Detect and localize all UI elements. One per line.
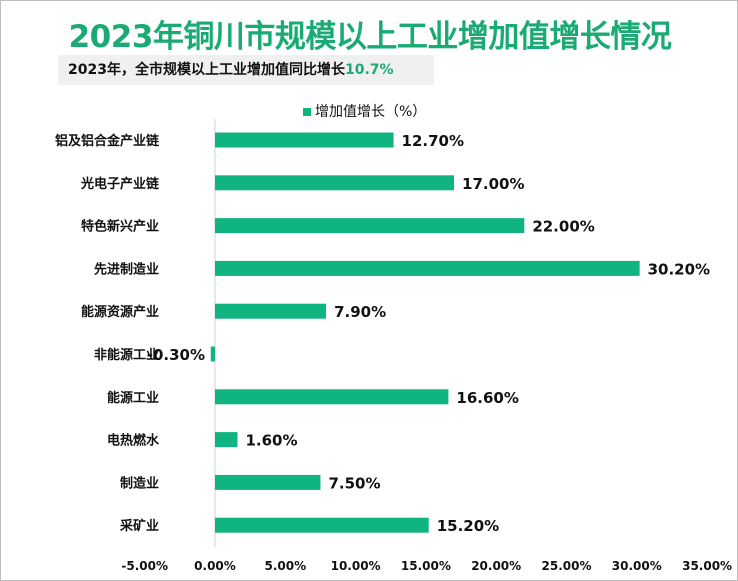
bar <box>215 389 449 405</box>
legend: 增加值增长（%） <box>303 101 426 121</box>
bar <box>215 474 321 490</box>
bar <box>215 303 327 319</box>
bar <box>215 517 429 533</box>
category-label: 非能源工业 <box>94 347 159 363</box>
x-tick-label: 25.00% <box>542 559 592 573</box>
x-tick-label: 30.00% <box>612 559 662 573</box>
category-label: 制造业 <box>120 475 159 491</box>
bar <box>210 346 215 362</box>
data-label: 7.90% <box>334 303 386 321</box>
category-label: 光电子产业链 <box>80 176 160 192</box>
legend-label: 增加值增长（%） <box>315 104 427 120</box>
subtitle-box: 2023年，全市规模以上工业增加值同比增长10.7% <box>58 55 434 85</box>
category-label: 采矿业 <box>119 518 159 534</box>
data-label: 17.00% <box>462 175 524 193</box>
x-tick-label: 0.00% <box>194 559 236 573</box>
legend-swatch <box>303 108 311 116</box>
data-label: 12.70% <box>402 132 464 150</box>
bar <box>215 132 394 148</box>
bar <box>215 218 525 234</box>
data-label: 22.00% <box>532 218 594 236</box>
category-label: 先进制造业 <box>94 261 159 277</box>
data-label: 16.60% <box>456 389 518 407</box>
bar <box>215 432 238 448</box>
data-label: 15.20% <box>437 517 499 535</box>
chart-title: 2023年铜川市规模以上工业增加值增长情况 <box>68 19 672 55</box>
data-label: -0.30% <box>147 346 205 364</box>
x-tick-label: 35.00% <box>682 559 732 573</box>
x-tick-label: 10.00% <box>331 559 381 573</box>
data-label: 1.60% <box>245 432 297 450</box>
x-tick-label: -5.00% <box>121 559 168 573</box>
subtitle-text: 2023年，全市规模以上工业增加值同比增长 <box>68 62 345 78</box>
bar <box>215 175 455 191</box>
category-label: 能源资源产业 <box>81 304 159 320</box>
data-label: 30.20% <box>648 260 710 278</box>
bar <box>215 260 640 276</box>
x-tick-label: 20.00% <box>471 559 521 573</box>
category-label: 能源工业 <box>107 390 159 406</box>
category-label: 电热燃水 <box>107 433 160 449</box>
subtitle-highlight: 10.7% <box>344 62 394 78</box>
x-tick-label: 5.00% <box>264 559 306 573</box>
category-label: 铝及铝合金产业链 <box>55 133 160 149</box>
category-label: 特色新兴产业 <box>81 219 159 235</box>
x-tick-label: 15.00% <box>401 559 451 573</box>
data-label: 7.50% <box>328 474 380 492</box>
